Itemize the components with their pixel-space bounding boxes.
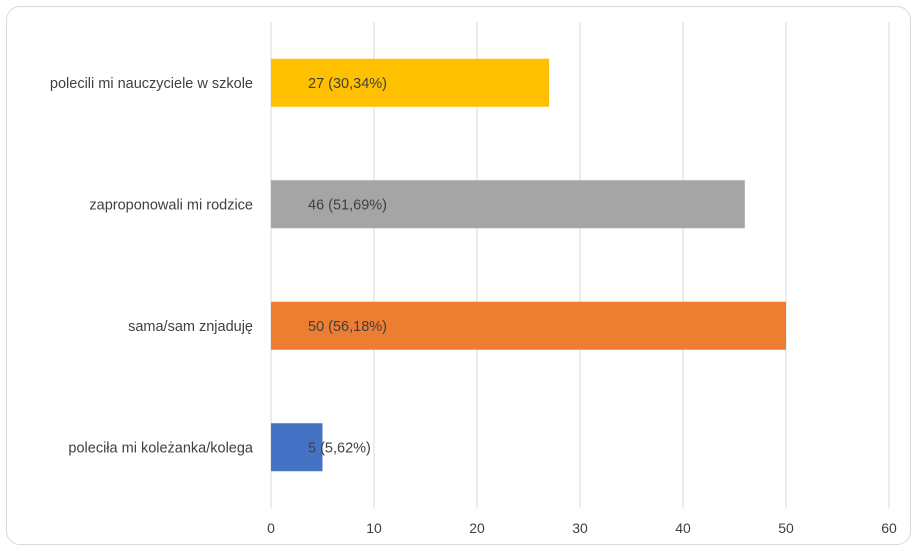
bar bbox=[271, 423, 323, 472]
bar bbox=[271, 301, 786, 350]
data-label: 27 (30,34%) bbox=[308, 76, 387, 92]
bar bbox=[271, 180, 745, 229]
category-label: zaproponowali mi rodzice bbox=[89, 197, 253, 213]
data-label: 50 (56,18%) bbox=[308, 319, 387, 335]
bars bbox=[271, 58, 786, 472]
bar bbox=[271, 58, 550, 107]
x-axis-tick-labels: 0 10 20 30 40 50 60 bbox=[267, 520, 897, 536]
data-labels: 27 (30,34%) 46 (51,69%) 50 (56,18%) 5 (5,62… bbox=[308, 76, 387, 457]
data-label: 5 (5,62%) bbox=[308, 440, 371, 456]
category-labels: polecili mi nauczyciele w szkole zapropon… bbox=[50, 76, 254, 457]
category-label: sama/sam znjaduję bbox=[128, 319, 253, 335]
x-tick-label: 30 bbox=[572, 520, 588, 536]
x-tick-label: 40 bbox=[675, 520, 691, 536]
category-label: polecili mi nauczyciele w szkole bbox=[50, 76, 253, 92]
x-tick-label: 0 bbox=[267, 520, 275, 536]
x-tick-label: 50 bbox=[778, 520, 794, 536]
data-label: 46 (51,69%) bbox=[308, 197, 387, 213]
category-label: poleciła mi koleżanka/kolega bbox=[68, 440, 254, 456]
x-tick-label: 20 bbox=[469, 520, 485, 536]
x-tick-label: 60 bbox=[881, 520, 897, 536]
x-tick-label: 10 bbox=[366, 520, 382, 536]
